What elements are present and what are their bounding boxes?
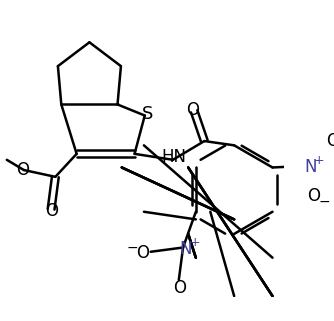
Text: O: O <box>327 132 334 150</box>
Text: O: O <box>307 187 320 205</box>
Text: −: − <box>319 195 330 209</box>
Text: S: S <box>142 105 153 123</box>
Text: O: O <box>173 279 186 297</box>
Text: O: O <box>186 100 199 118</box>
Text: O: O <box>45 202 58 220</box>
Text: O: O <box>137 244 150 262</box>
Text: HN: HN <box>161 148 186 166</box>
Text: N: N <box>179 240 192 258</box>
Text: +: + <box>190 236 200 249</box>
Text: −: − <box>126 240 138 255</box>
Text: +: + <box>313 154 324 167</box>
Text: O: O <box>16 161 29 179</box>
Text: N: N <box>305 159 317 177</box>
